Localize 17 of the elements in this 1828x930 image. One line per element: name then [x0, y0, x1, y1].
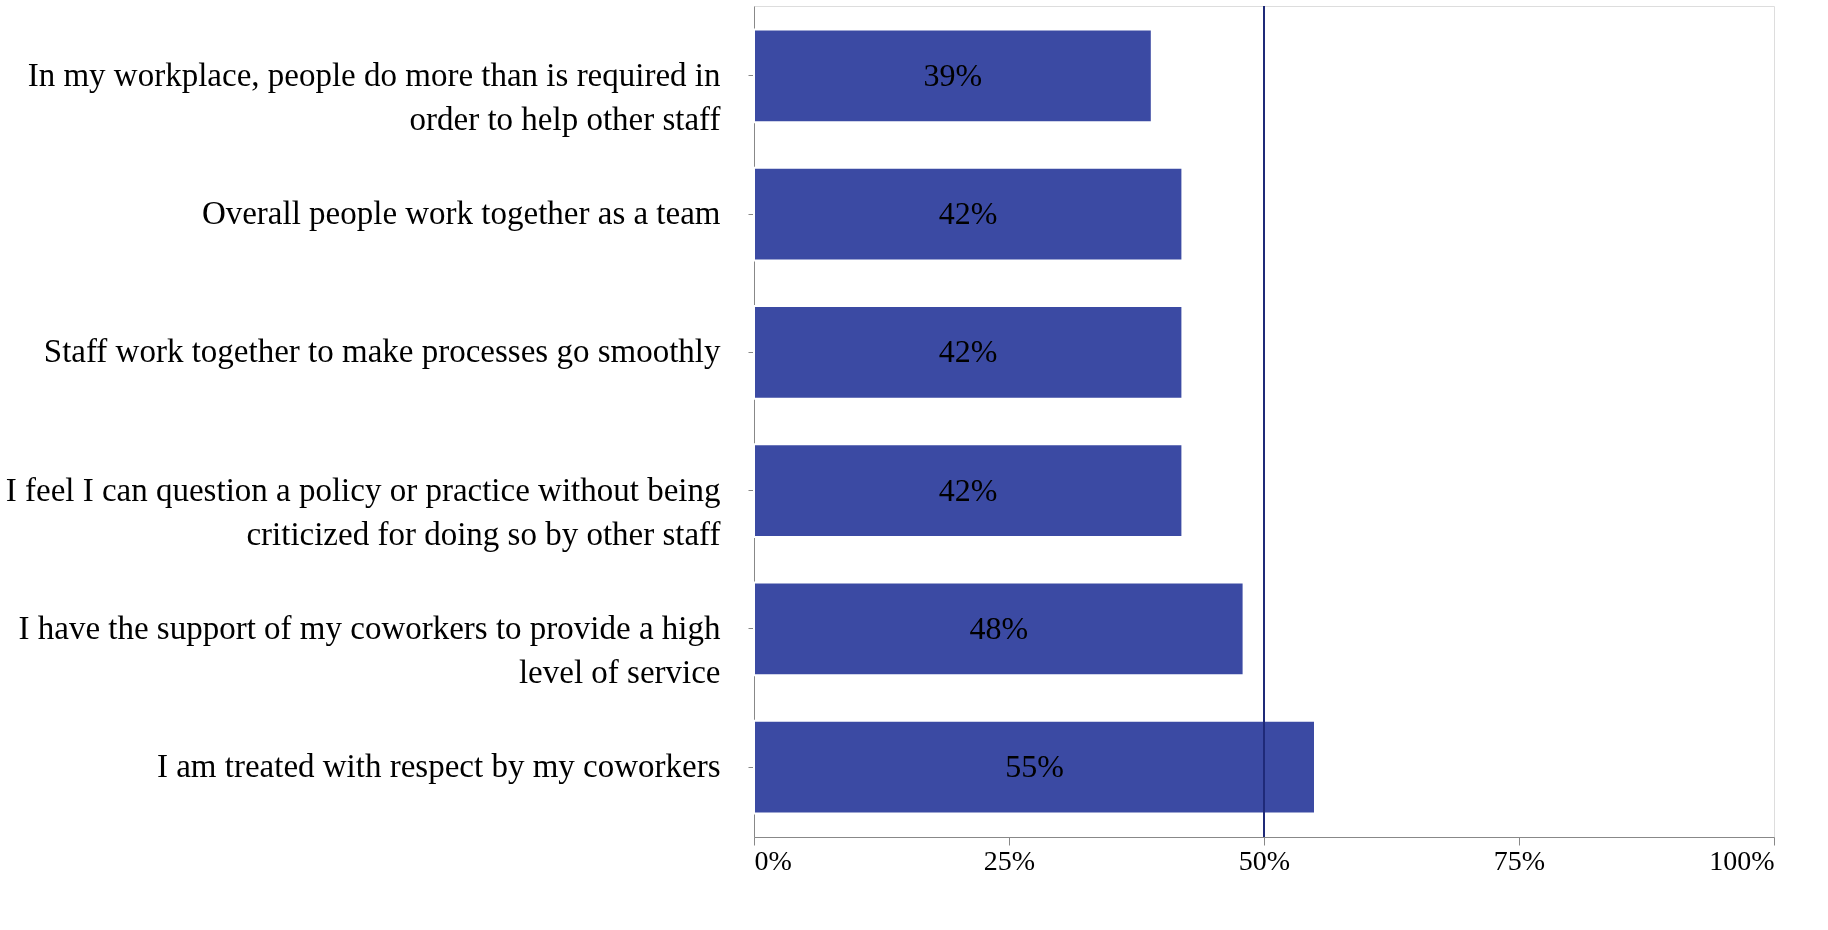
y-tick-label: Staff work together to make processes go smoothly: [43, 333, 721, 370]
x-tick-label: 50%: [1238, 844, 1291, 876]
data-label: 42%: [938, 195, 998, 232]
x-tick-label: 0%: [754, 844, 792, 876]
x-tick-label: 100%: [1709, 844, 1775, 876]
data-label: 48%: [969, 609, 1029, 646]
x-tick-label: 25%: [983, 844, 1036, 876]
y-tick-label: In my workplace, people do more than is required in order to help other staff: [27, 56, 721, 137]
y-tick-label: I am treated with respect by my coworkers: [156, 748, 721, 785]
y-tick-label: I have the support of my coworkers to provide a high level of service: [18, 609, 721, 690]
data-label: 42%: [938, 333, 998, 370]
data-label: 42%: [938, 471, 998, 508]
y-tick-label: Overall people work together as a team: [201, 195, 721, 232]
data-label: 55%: [1005, 748, 1064, 785]
data-label: 39%: [923, 56, 983, 93]
y-tick-label: I feel I can question a policy or practice without being criticized for doing so by other staff: [5, 471, 721, 552]
x-tick-label: 75%: [1493, 844, 1546, 876]
